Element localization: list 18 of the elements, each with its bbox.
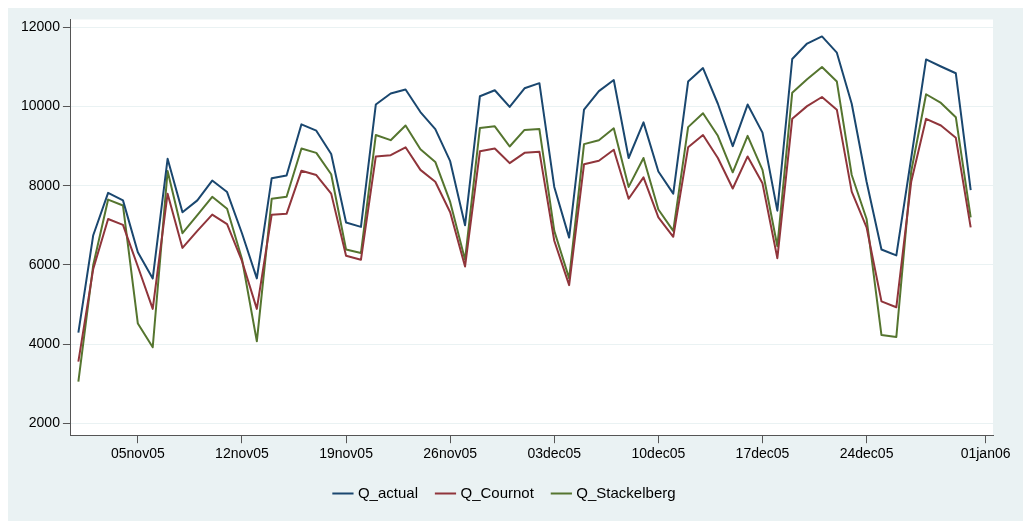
x-tick-label: 01jan06 [960,445,1011,462]
legend-label: Q_Cournot [460,483,535,501]
y-tick-label: 8000 [28,176,61,193]
x-tick-label: 03dec05 [527,445,582,462]
x-tick-label: 12nov05 [215,445,270,462]
x-tick-label: 17dec05 [735,445,790,462]
y-tick-label: 10000 [20,97,61,114]
x-tick-label: 05nov05 [111,445,165,462]
x-tick-label: 24dec05 [839,445,894,462]
legend-label: Q_Stackelberg [576,483,676,501]
y-tick-label: 12000 [20,18,61,35]
y-tick-label: 4000 [28,334,61,351]
x-tick-label: 26nov05 [423,445,478,462]
x-tick-label: 10dec05 [631,445,686,462]
y-tick-label: 2000 [28,414,61,431]
legend-label: Q_actual [357,483,418,501]
y-tick-label: 6000 [28,255,61,272]
x-tick-label: 19nov05 [319,445,374,462]
